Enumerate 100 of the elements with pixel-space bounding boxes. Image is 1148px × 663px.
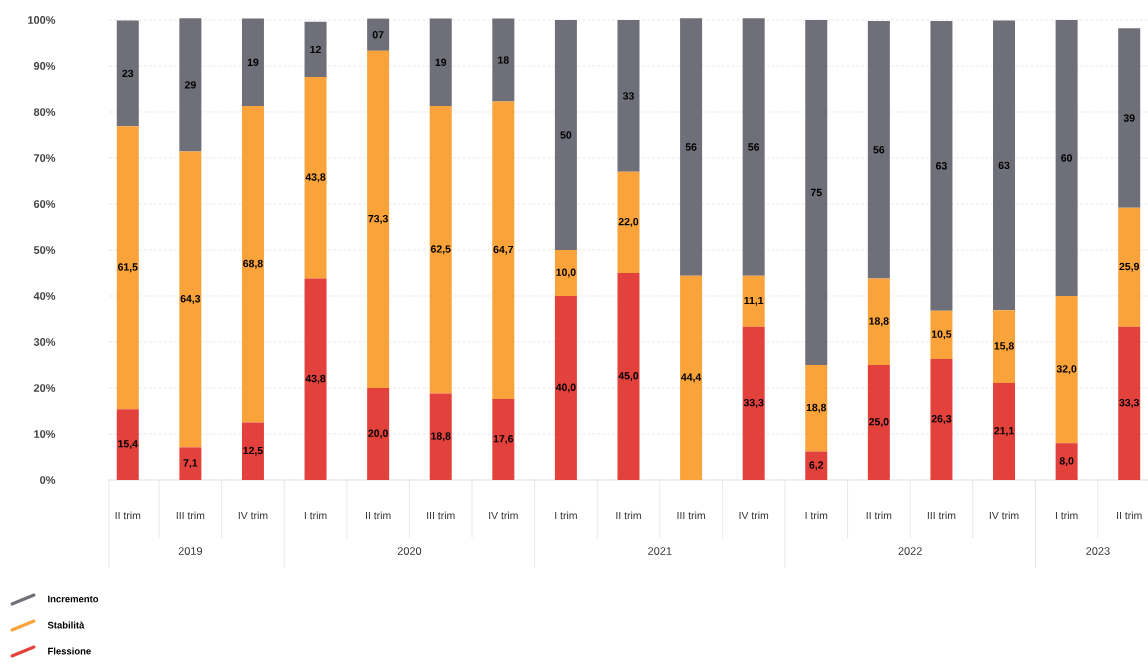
x-tick-label: III trim xyxy=(677,511,705,520)
y-tick-label: 50% xyxy=(33,246,56,254)
data-label: 62,5 xyxy=(430,245,451,255)
bar xyxy=(116,20,139,127)
data-label: 40,0 xyxy=(555,383,576,393)
y-tick-label: 20% xyxy=(33,384,56,392)
x-tick-label: II trim xyxy=(866,511,892,520)
legend-label: Stabilità xyxy=(47,621,85,629)
data-label: 18,8 xyxy=(806,403,827,413)
bar xyxy=(554,250,577,296)
data-label: 33 xyxy=(622,92,634,100)
data-label: 8,0 xyxy=(1059,457,1074,467)
bar xyxy=(680,18,703,276)
data-label: 10,0 xyxy=(556,268,576,278)
data-label: 29 xyxy=(184,81,196,89)
bar xyxy=(867,278,890,365)
x-tick-label: IV trim xyxy=(739,511,769,520)
bar xyxy=(617,171,640,273)
bar xyxy=(429,393,452,480)
data-label: 15,4 xyxy=(118,440,138,449)
bar xyxy=(930,310,953,360)
x-tick-label: II trim xyxy=(1117,511,1142,520)
text: 2019 xyxy=(178,547,203,555)
data-label: 25,0 xyxy=(869,418,889,427)
bar xyxy=(492,399,515,480)
data-label: 56 xyxy=(685,143,697,151)
x-tick-label: IV trim xyxy=(489,511,518,520)
bar xyxy=(304,77,327,279)
y-tick-label: 100% xyxy=(28,16,56,24)
data-label: 61,5 xyxy=(117,263,138,273)
data-label: 32,0 xyxy=(1056,365,1077,375)
data-label: 75 xyxy=(810,188,822,197)
x-tick-label: II trim xyxy=(366,511,391,520)
bar xyxy=(304,21,327,78)
legend-label: Flessione xyxy=(48,647,91,655)
bar xyxy=(116,126,139,410)
data-label: 64,3 xyxy=(180,294,201,304)
bar xyxy=(116,409,139,480)
data-label: 17,6 xyxy=(493,435,514,444)
y-tick-label: 10% xyxy=(34,430,56,438)
data-label: 22,0 xyxy=(618,217,639,227)
bar xyxy=(179,151,202,448)
text: 2020 xyxy=(397,547,422,555)
text: 2022 xyxy=(898,547,922,555)
bar xyxy=(993,310,1016,383)
data-label: 21,1 xyxy=(994,427,1014,436)
bar xyxy=(617,273,640,480)
data-label: 10,5 xyxy=(931,330,952,340)
data-label: 73,3 xyxy=(368,214,388,224)
data-label: 12 xyxy=(310,45,321,54)
data-label: 33,3 xyxy=(743,398,764,408)
bar xyxy=(1055,296,1078,444)
data-label: 11,1 xyxy=(744,296,764,306)
y-tick-label: 30% xyxy=(33,338,56,346)
bar xyxy=(1055,19,1078,296)
data-label: 45,0 xyxy=(618,372,639,381)
data-label: 23 xyxy=(122,69,134,78)
legend-label: Incremento xyxy=(48,595,99,603)
data-label: 18,8 xyxy=(431,432,451,442)
data-label: 63 xyxy=(936,162,947,170)
data-label: 18,8 xyxy=(869,317,889,327)
data-label: 12,5 xyxy=(243,446,263,456)
bar xyxy=(304,278,327,480)
x-tick-label: IV trim xyxy=(989,511,1019,520)
x-tick-label: III trim xyxy=(427,511,455,520)
bar xyxy=(1118,207,1141,327)
bar xyxy=(742,326,765,480)
data-label: 68,8 xyxy=(243,259,263,269)
bar xyxy=(179,447,202,480)
y-tick-label: 90% xyxy=(33,62,56,70)
data-label: 39 xyxy=(1123,114,1135,122)
bar xyxy=(179,18,202,152)
x-tick-label: I trim xyxy=(304,511,327,520)
bar xyxy=(429,106,452,394)
bar xyxy=(1118,326,1141,480)
x-tick-label: II trim xyxy=(616,511,641,520)
y-tick-label: 60% xyxy=(33,200,56,208)
bar xyxy=(805,451,828,480)
data-label: 19 xyxy=(435,58,447,67)
data-label: 20,0 xyxy=(368,429,388,439)
bar xyxy=(993,382,1016,480)
bar xyxy=(680,275,703,480)
data-label: 64,7 xyxy=(493,245,514,255)
y-tick-label: 40% xyxy=(33,292,56,300)
data-label: 63 xyxy=(998,161,1010,170)
data-label: 56 xyxy=(873,146,885,154)
bar xyxy=(367,388,390,480)
bar xyxy=(993,20,1016,311)
bar xyxy=(554,19,577,250)
x-tick-label: II trim xyxy=(115,511,141,520)
text: 2021 xyxy=(648,547,672,555)
bar xyxy=(241,18,264,107)
data-label: 33,3 xyxy=(1119,398,1140,408)
bar xyxy=(492,18,515,102)
bar xyxy=(367,18,390,51)
data-label: 6,2 xyxy=(809,461,824,471)
bar xyxy=(1055,443,1078,480)
bar xyxy=(241,106,264,423)
x-tick-label: I trim xyxy=(555,511,577,520)
x-tick-label: I trim xyxy=(805,511,828,520)
